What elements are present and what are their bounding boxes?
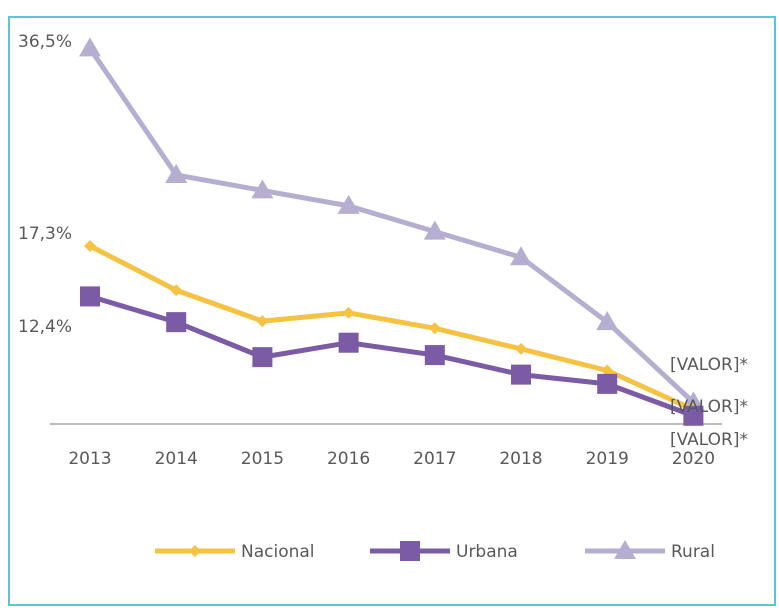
point — [597, 373, 618, 394]
series-line — [88, 243, 695, 412]
legend-marker — [189, 545, 201, 557]
data-label: 36,5% — [18, 32, 72, 52]
x-tick-label: 2015 — [241, 449, 284, 469]
legend-label: Nacional — [241, 542, 315, 562]
data-label: [VALOR]* — [670, 355, 748, 375]
point — [342, 306, 355, 319]
point — [256, 315, 269, 328]
data-label: [VALOR]* — [670, 430, 748, 450]
point — [423, 220, 446, 240]
point — [80, 286, 100, 307]
x-tick-label: 2017 — [413, 449, 456, 469]
data-label: [VALOR]* — [670, 397, 748, 417]
x-tick-label: 2018 — [499, 449, 542, 469]
x-tick-label: 2016 — [327, 449, 370, 469]
point — [338, 332, 359, 353]
point — [79, 37, 101, 57]
chart-border — [8, 16, 776, 606]
legend-label: Urbana — [456, 542, 518, 562]
legend-marker — [614, 540, 636, 559]
point — [424, 345, 445, 366]
point — [428, 322, 441, 335]
point — [252, 347, 273, 368]
legend-label: Rural — [671, 542, 715, 562]
point — [683, 405, 704, 426]
point — [596, 311, 619, 331]
point — [84, 239, 96, 252]
point — [165, 163, 188, 183]
point — [510, 246, 532, 266]
point — [515, 342, 527, 355]
x-tick-label: 2020 — [672, 449, 715, 469]
x-tick-label: 2019 — [586, 449, 629, 469]
point — [511, 364, 531, 385]
point — [166, 312, 187, 333]
point — [337, 194, 360, 214]
point — [601, 364, 614, 377]
x-tick-label: 2014 — [155, 449, 198, 469]
series-line — [89, 294, 695, 419]
series-line — [87, 47, 696, 405]
point — [170, 284, 183, 297]
point — [251, 179, 274, 199]
data-label: 12,4% — [18, 317, 72, 337]
x-tick-label: 2013 — [68, 449, 111, 469]
data-label: 17,3% — [18, 224, 72, 244]
legend-marker — [400, 541, 420, 561]
